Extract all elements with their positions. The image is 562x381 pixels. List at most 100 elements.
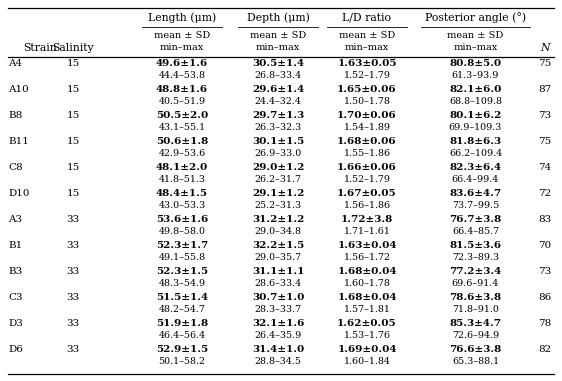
Text: 40.5–51.9: 40.5–51.9 [158,96,206,106]
Text: 29.6±1.4: 29.6±1.4 [252,85,304,94]
Text: 81.5±3.6: 81.5±3.6 [450,242,501,250]
Text: 46.4–56.4: 46.4–56.4 [158,330,206,339]
Text: 33: 33 [66,293,80,303]
Text: 83: 83 [538,216,552,224]
Text: 29.0–35.7: 29.0–35.7 [255,253,302,261]
Text: 1.68±0.04: 1.68±0.04 [337,293,397,303]
Text: 48.8±1.6: 48.8±1.6 [156,85,208,94]
Text: 73: 73 [538,112,552,120]
Text: L/D ratio: L/D ratio [342,13,392,23]
Text: min–max: min–max [345,43,389,53]
Text: 15: 15 [66,189,80,199]
Text: 33: 33 [66,320,80,328]
Text: D6: D6 [8,346,23,354]
Text: 72.6–94.9: 72.6–94.9 [452,330,499,339]
Text: 1.63±0.04: 1.63±0.04 [337,242,397,250]
Text: 80.8±5.0: 80.8±5.0 [450,59,501,69]
Text: 29.0–34.8: 29.0–34.8 [255,226,301,235]
Text: A4: A4 [8,59,22,69]
Text: 1.54–1.89: 1.54–1.89 [343,123,391,131]
Text: 77.2±3.4: 77.2±3.4 [450,267,502,277]
Text: 26.8–33.4: 26.8–33.4 [255,70,302,80]
Text: 1.68±0.04: 1.68±0.04 [337,267,397,277]
Text: mean ± SD: mean ± SD [339,30,395,40]
Text: 44.4–53.8: 44.4–53.8 [158,70,206,80]
Text: 42.9–53.6: 42.9–53.6 [158,149,206,157]
Text: 1.68±0.06: 1.68±0.06 [337,138,397,147]
Text: 1.50–1.78: 1.50–1.78 [343,96,391,106]
Text: 26.9–33.0: 26.9–33.0 [255,149,302,157]
Text: 1.65±0.06: 1.65±0.06 [337,85,397,94]
Text: mean ± SD: mean ± SD [447,30,504,40]
Text: 15: 15 [66,163,80,173]
Text: 50.1–58.2: 50.1–58.2 [158,357,206,365]
Text: 48.2–54.7: 48.2–54.7 [158,304,206,314]
Text: 29.0±1.2: 29.0±1.2 [252,163,304,173]
Text: 29.1±1.2: 29.1±1.2 [252,189,304,199]
Text: 26.3–32.3: 26.3–32.3 [255,123,302,131]
Text: 66.2–109.4: 66.2–109.4 [449,149,502,157]
Text: 43.0–53.3: 43.0–53.3 [158,200,206,210]
Text: 32.2±1.5: 32.2±1.5 [252,242,304,250]
Text: 72.3–89.3: 72.3–89.3 [452,253,499,261]
Text: 1.66±0.06: 1.66±0.06 [337,163,397,173]
Text: Posterior angle (°): Posterior angle (°) [425,13,526,24]
Text: 41.8–51.3: 41.8–51.3 [158,174,206,184]
Text: 76.7±3.8: 76.7±3.8 [450,216,502,224]
Text: 65.3–88.1: 65.3–88.1 [452,357,499,365]
Text: 49.8–58.0: 49.8–58.0 [158,226,206,235]
Text: 82: 82 [538,346,552,354]
Text: 15: 15 [66,138,80,147]
Text: 1.56–1.86: 1.56–1.86 [343,200,391,210]
Text: Strain: Strain [23,43,57,53]
Text: 15: 15 [66,59,80,69]
Text: 49.6±1.6: 49.6±1.6 [156,59,208,69]
Text: C8: C8 [8,163,22,173]
Text: 74: 74 [538,163,552,173]
Text: 51.5±1.4: 51.5±1.4 [156,293,208,303]
Text: 33: 33 [66,267,80,277]
Text: B8: B8 [8,112,22,120]
Text: 61.3–93.9: 61.3–93.9 [452,70,499,80]
Text: 26.4–35.9: 26.4–35.9 [255,330,302,339]
Text: 32.1±1.6: 32.1±1.6 [252,320,304,328]
Text: 73: 73 [538,267,552,277]
Text: C3: C3 [8,293,22,303]
Text: 52.3±1.7: 52.3±1.7 [156,242,208,250]
Text: Salinity: Salinity [52,43,94,53]
Text: 30.1±1.5: 30.1±1.5 [252,138,304,147]
Text: D3: D3 [8,320,23,328]
Text: 66.4–85.7: 66.4–85.7 [452,226,499,235]
Text: 70: 70 [538,242,552,250]
Text: Depth (μm): Depth (μm) [247,13,310,23]
Text: A3: A3 [8,216,22,224]
Text: 50.6±1.8: 50.6±1.8 [156,138,208,147]
Text: 52.3±1.5: 52.3±1.5 [156,267,208,277]
Text: 24.4–32.4: 24.4–32.4 [255,96,301,106]
Text: 1.56–1.72: 1.56–1.72 [343,253,391,261]
Text: 48.1±2.0: 48.1±2.0 [156,163,208,173]
Text: 28.8–34.5: 28.8–34.5 [255,357,301,365]
Text: 1.71–1.61: 1.71–1.61 [343,226,391,235]
Text: 1.60–1.84: 1.60–1.84 [343,357,391,365]
Text: 1.67±0.05: 1.67±0.05 [337,189,397,199]
Text: A10: A10 [8,85,29,94]
Text: 73.7–99.5: 73.7–99.5 [452,200,499,210]
Text: 85.3±4.7: 85.3±4.7 [450,320,501,328]
Text: 30.7±1.0: 30.7±1.0 [252,293,304,303]
Text: 78.6±3.8: 78.6±3.8 [450,293,501,303]
Text: 53.6±1.6: 53.6±1.6 [156,216,208,224]
Text: D10: D10 [8,189,29,199]
Text: 76.6±3.8: 76.6±3.8 [450,346,502,354]
Text: 1.60–1.78: 1.60–1.78 [343,279,391,288]
Text: 26.2–31.7: 26.2–31.7 [255,174,301,184]
Text: 72: 72 [538,189,552,199]
Text: 15: 15 [66,112,80,120]
Text: 81.8±6.3: 81.8±6.3 [450,138,501,147]
Text: 50.5±2.0: 50.5±2.0 [156,112,208,120]
Text: 82.1±6.0: 82.1±6.0 [449,85,502,94]
Text: 25.2–31.3: 25.2–31.3 [255,200,302,210]
Text: 28.6–33.4: 28.6–33.4 [255,279,302,288]
Text: 1.55–1.86: 1.55–1.86 [343,149,391,157]
Text: mean ± SD: mean ± SD [250,30,306,40]
